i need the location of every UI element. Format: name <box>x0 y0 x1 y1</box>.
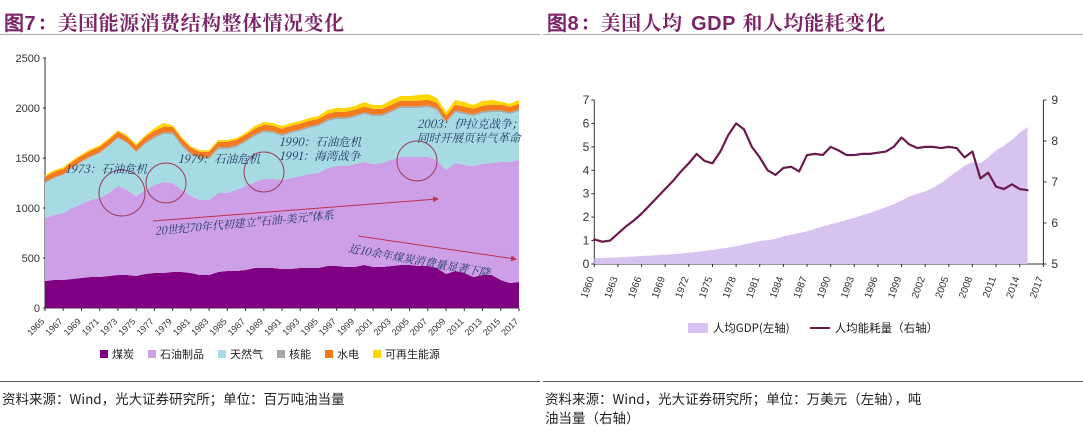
svg-text:2003: 2003 <box>372 316 393 337</box>
svg-text:2011: 2011 <box>981 275 999 299</box>
svg-text:1972: 1972 <box>674 275 692 300</box>
svg-text:1991：海湾战争: 1991：海湾战争 <box>279 148 362 164</box>
svg-text:2017: 2017 <box>1028 275 1046 300</box>
svg-text:7: 7 <box>583 93 590 107</box>
svg-text:2011: 2011 <box>445 316 466 337</box>
svg-text:2015: 2015 <box>481 316 502 337</box>
svg-text:1966: 1966 <box>626 275 644 300</box>
svg-text:2005: 2005 <box>390 316 411 337</box>
svg-text:500: 500 <box>22 253 40 265</box>
svg-text:1997: 1997 <box>317 316 338 337</box>
svg-text:2013: 2013 <box>463 316 484 337</box>
svg-text:1983: 1983 <box>189 316 210 337</box>
svg-text:2500: 2500 <box>16 53 40 65</box>
svg-text:9: 9 <box>1051 93 1058 107</box>
svg-text:1967: 1967 <box>43 316 64 337</box>
svg-text:1969: 1969 <box>650 275 668 300</box>
svg-text:5: 5 <box>1051 257 1058 271</box>
svg-text:1993: 1993 <box>839 275 857 300</box>
svg-text:1987: 1987 <box>226 316 247 337</box>
svg-text:2009: 2009 <box>426 316 447 337</box>
svg-text:3: 3 <box>583 187 590 201</box>
svg-text:1995: 1995 <box>299 316 320 337</box>
svg-text:1: 1 <box>583 234 590 248</box>
svg-text:同时开展页岩气革命: 同时开展页岩气革命 <box>417 130 522 146</box>
svg-text:2000: 2000 <box>16 103 40 115</box>
svg-text:2017: 2017 <box>499 316 520 337</box>
svg-text:0: 0 <box>583 257 590 271</box>
svg-text:1989: 1989 <box>244 316 265 337</box>
svg-text:1985: 1985 <box>207 316 228 337</box>
svg-text:8: 8 <box>1051 134 1058 148</box>
svg-text:2002: 2002 <box>910 275 928 300</box>
svg-text:1981: 1981 <box>745 275 763 300</box>
svg-text:1975: 1975 <box>697 275 715 300</box>
svg-text:1999: 1999 <box>335 316 356 337</box>
svg-text:1979：石油危机: 1979：石油危机 <box>178 151 261 167</box>
svg-text:1996: 1996 <box>863 275 881 300</box>
svg-text:1999: 1999 <box>886 275 904 300</box>
svg-text:4: 4 <box>583 163 590 177</box>
svg-text:1979: 1979 <box>153 316 174 337</box>
svg-text:1975: 1975 <box>116 316 137 337</box>
svg-text:1973：石油危机: 1973：石油危机 <box>65 161 148 177</box>
svg-text:2: 2 <box>583 210 590 224</box>
svg-text:1990: 1990 <box>815 275 833 300</box>
svg-text:1978: 1978 <box>721 275 739 300</box>
svg-text:2001: 2001 <box>353 316 374 337</box>
svg-text:7: 7 <box>1051 175 1058 189</box>
svg-text:6: 6 <box>583 116 590 130</box>
svg-text:1984: 1984 <box>768 275 786 300</box>
svg-text:0: 0 <box>34 303 40 315</box>
svg-text:1971: 1971 <box>80 316 101 337</box>
svg-text:2008: 2008 <box>957 275 975 300</box>
svg-text:1991: 1991 <box>262 316 283 337</box>
svg-text:2007: 2007 <box>408 316 429 337</box>
svg-text:1987: 1987 <box>792 275 810 300</box>
svg-text:1500: 1500 <box>16 153 40 165</box>
svg-text:1973: 1973 <box>98 316 119 337</box>
svg-text:1977: 1977 <box>135 316 156 337</box>
svg-text:2014: 2014 <box>1005 275 1023 300</box>
svg-text:1981: 1981 <box>171 316 192 337</box>
svg-text:2005: 2005 <box>934 275 952 300</box>
svg-text:1993: 1993 <box>280 316 301 337</box>
svg-text:1969: 1969 <box>62 316 83 337</box>
svg-text:1000: 1000 <box>16 203 40 215</box>
svg-text:6: 6 <box>1051 216 1058 230</box>
svg-text:1965: 1965 <box>25 316 46 337</box>
svg-text:1963: 1963 <box>603 275 621 300</box>
svg-text:5: 5 <box>583 140 590 154</box>
svg-text:1960: 1960 <box>579 275 597 300</box>
